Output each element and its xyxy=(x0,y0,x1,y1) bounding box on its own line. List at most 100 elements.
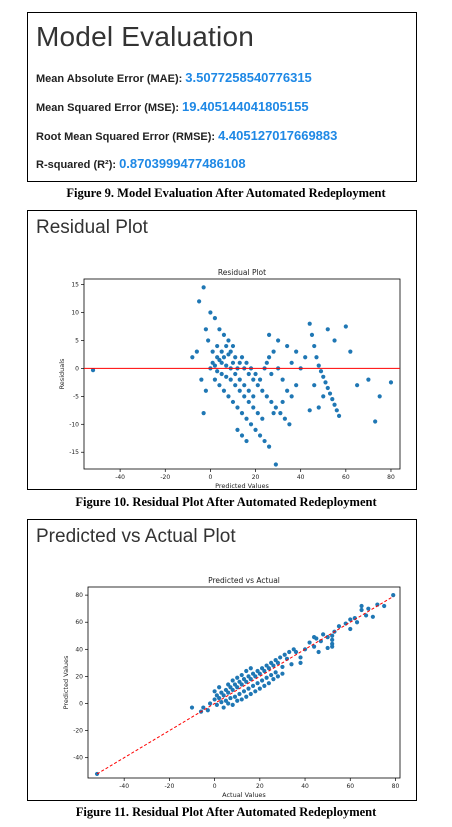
data-point xyxy=(282,652,287,657)
data-point xyxy=(273,405,278,410)
x-tick-label: -40 xyxy=(115,474,125,481)
data-point xyxy=(307,640,312,645)
data-point xyxy=(298,655,303,660)
data-point xyxy=(262,438,267,444)
data-point xyxy=(224,374,229,379)
data-point xyxy=(354,620,360,625)
data-point xyxy=(251,394,256,399)
data-point xyxy=(246,388,251,393)
y-tick-label: -5 xyxy=(73,393,79,400)
data-point xyxy=(318,639,323,644)
data-point xyxy=(336,413,342,419)
data-point xyxy=(217,327,222,332)
data-point xyxy=(244,694,249,699)
data-point xyxy=(311,644,317,649)
data-point xyxy=(348,617,353,622)
data-point xyxy=(348,626,353,632)
data-point xyxy=(242,394,247,399)
data-point xyxy=(230,343,236,349)
data-point xyxy=(294,349,299,354)
data-point xyxy=(266,681,271,686)
data-point xyxy=(363,613,369,618)
data-point xyxy=(232,694,238,699)
data-point xyxy=(207,701,213,706)
data-point xyxy=(264,394,269,399)
residual-chart: Residual Plot -40 -20 0 20 40 60 80 -15 -10 -5 0 5 10… xyxy=(58,268,401,490)
data-point xyxy=(366,606,371,611)
data-point xyxy=(212,316,218,321)
data-point xyxy=(314,355,319,360)
y-tick-label: -40 xyxy=(73,755,83,762)
data-point xyxy=(294,383,299,388)
y-tick-label: 60 xyxy=(75,619,83,626)
data-point xyxy=(257,377,263,382)
data-point xyxy=(205,708,210,713)
x-tick-label: 20 xyxy=(256,783,264,790)
data-point xyxy=(303,355,308,360)
y-tick-label: 10 xyxy=(71,310,79,317)
data-point xyxy=(226,338,231,343)
y-tick-label: 40 xyxy=(75,646,83,653)
data-point xyxy=(273,658,278,663)
data-point xyxy=(316,363,321,368)
data-point xyxy=(244,438,249,444)
data-point xyxy=(212,363,218,368)
data-point xyxy=(291,647,296,652)
data-point xyxy=(280,399,285,405)
data-point xyxy=(255,681,260,686)
data-point xyxy=(260,388,265,393)
data-point xyxy=(287,422,292,427)
data-point xyxy=(316,649,321,655)
data-point xyxy=(248,422,254,427)
data-point xyxy=(224,363,229,368)
data-point xyxy=(210,360,215,365)
data-point xyxy=(228,695,233,701)
data-point xyxy=(269,371,274,377)
data-point xyxy=(212,697,217,702)
data-point xyxy=(226,352,231,357)
data-point xyxy=(239,672,244,678)
data-point xyxy=(343,324,348,329)
x-tick-label: -40 xyxy=(119,783,129,790)
data-point xyxy=(307,321,312,326)
figure-9-caption: Figure 9. Model Evaluation After Automat… xyxy=(66,186,386,200)
data-point xyxy=(244,416,249,421)
data-point xyxy=(239,411,245,416)
data-point xyxy=(219,371,224,377)
data-point xyxy=(275,674,281,679)
data-point xyxy=(203,327,208,332)
data-point xyxy=(250,671,256,676)
data-point xyxy=(230,399,236,405)
residual-heading: Residual Plot xyxy=(36,217,148,238)
data-point xyxy=(269,672,274,678)
data-point xyxy=(208,310,213,315)
data-point xyxy=(355,383,360,388)
data-point xyxy=(217,685,222,690)
x-axis-label: Actual Values xyxy=(222,791,266,799)
metric-mse: Mean Squared Error (MSE): 19.405144041805… xyxy=(36,99,309,114)
metric-label: Root Mean Squared Error (RMSE): xyxy=(36,131,216,143)
data-point xyxy=(239,433,245,438)
data-point xyxy=(217,357,222,363)
data-point xyxy=(280,671,285,676)
plot-area-frame xyxy=(83,278,401,470)
data-point xyxy=(237,377,242,382)
data-point xyxy=(264,675,269,680)
data-point xyxy=(201,411,206,416)
data-point xyxy=(269,399,274,405)
evaluation-title: Model Evaluation xyxy=(36,21,254,52)
data-point xyxy=(271,349,276,354)
data-point xyxy=(242,383,247,388)
data-point xyxy=(248,666,253,671)
data-point xyxy=(90,367,96,373)
data-point xyxy=(201,705,206,710)
data-point xyxy=(233,383,238,388)
y-axis-label: Residuals xyxy=(58,358,66,389)
metric-label: R-squared (R²): xyxy=(36,159,117,171)
data-point xyxy=(244,668,249,674)
data-point xyxy=(237,691,242,697)
y-tick-label: 5 xyxy=(75,337,79,344)
data-point xyxy=(199,377,204,382)
data-point xyxy=(217,383,222,388)
x-tick-label: 0 xyxy=(213,783,217,790)
